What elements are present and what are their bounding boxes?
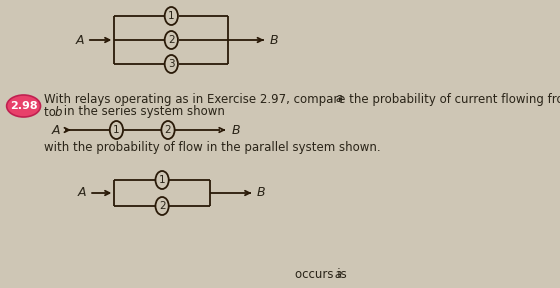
Ellipse shape — [7, 95, 40, 117]
Circle shape — [110, 121, 123, 139]
Text: B: B — [257, 187, 266, 200]
Circle shape — [165, 31, 178, 49]
Text: in the series system shown: in the series system shown — [60, 105, 225, 118]
Text: with the probability of flow in the parallel system shown.: with the probability of flow in the para… — [44, 141, 381, 154]
Circle shape — [156, 171, 169, 189]
Text: 1: 1 — [168, 11, 175, 21]
Text: A: A — [76, 33, 84, 46]
Text: A: A — [78, 187, 86, 200]
Text: 2.98: 2.98 — [10, 101, 38, 111]
Text: b: b — [54, 105, 62, 118]
Circle shape — [156, 197, 169, 215]
Text: 1: 1 — [159, 175, 165, 185]
Circle shape — [165, 7, 178, 25]
Text: B: B — [270, 33, 278, 46]
Text: 2: 2 — [159, 201, 165, 211]
Text: to: to — [44, 105, 60, 118]
Text: 1: 1 — [113, 125, 120, 135]
Circle shape — [161, 121, 175, 139]
Circle shape — [165, 55, 178, 73]
Text: a: a — [336, 92, 343, 105]
Text: 2: 2 — [165, 125, 171, 135]
Text: A: A — [52, 124, 60, 137]
Text: 3: 3 — [168, 59, 175, 69]
Text: With relays operating as in Exercise 2.97, compare the probability of current fl: With relays operating as in Exercise 2.9… — [44, 92, 560, 105]
Text: B: B — [231, 124, 240, 137]
Text: occurs is: occurs is — [295, 268, 350, 281]
Text: a: a — [334, 268, 342, 281]
Text: 2: 2 — [168, 35, 175, 45]
